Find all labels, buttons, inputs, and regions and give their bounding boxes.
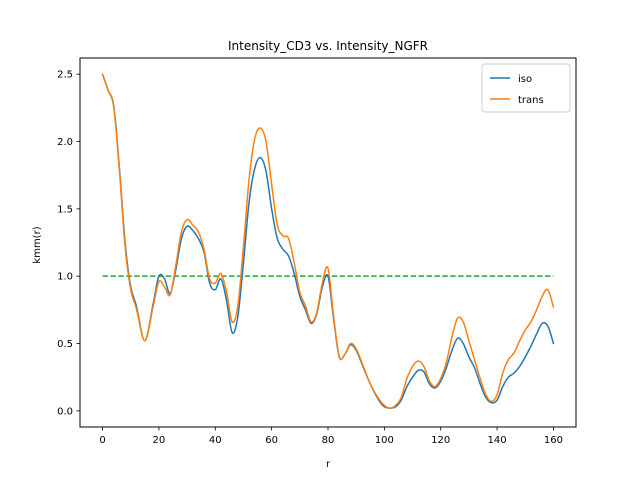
y-tick-label: 0.5	[57, 339, 73, 350]
legend-box	[481, 63, 571, 113]
x-tick-label: 140	[488, 435, 507, 446]
x-tick-label: 20	[153, 435, 166, 446]
y-tick-label: 2.0	[57, 137, 73, 148]
y-tick-label: 0.0	[57, 406, 73, 417]
legend-label-trans: trans	[518, 95, 544, 106]
x-axis-label: r	[326, 459, 331, 470]
legend-label-iso: iso	[518, 74, 532, 85]
x-tick-label: 120	[431, 435, 450, 446]
x-tick-label: 100	[375, 435, 394, 446]
x-axis: 0 20 40 60 80 100 120 140 160	[99, 427, 563, 446]
series-line-trans	[101, 73, 555, 409]
y-tick-label: 1.0	[57, 272, 73, 283]
y-tick-label: 1.5	[57, 204, 73, 215]
x-tick-label: 40	[209, 435, 222, 446]
y-tick-label: 2.5	[57, 70, 73, 81]
y-axis-label: kmm(r)	[32, 226, 43, 263]
x-tick-label: 160	[544, 435, 563, 446]
plot-area	[101, 73, 555, 409]
chart-title: Intensity_CD3 vs. Intensity_NGFR	[228, 39, 428, 53]
legend: iso trans	[481, 63, 571, 113]
x-tick-label: 60	[265, 435, 278, 446]
x-tick-label: 80	[322, 435, 335, 446]
x-tick-label: 0	[99, 435, 105, 446]
series-line-iso	[101, 73, 555, 409]
y-axis: 0.0 0.5 1.0 1.5 2.0 2.5	[57, 70, 80, 417]
